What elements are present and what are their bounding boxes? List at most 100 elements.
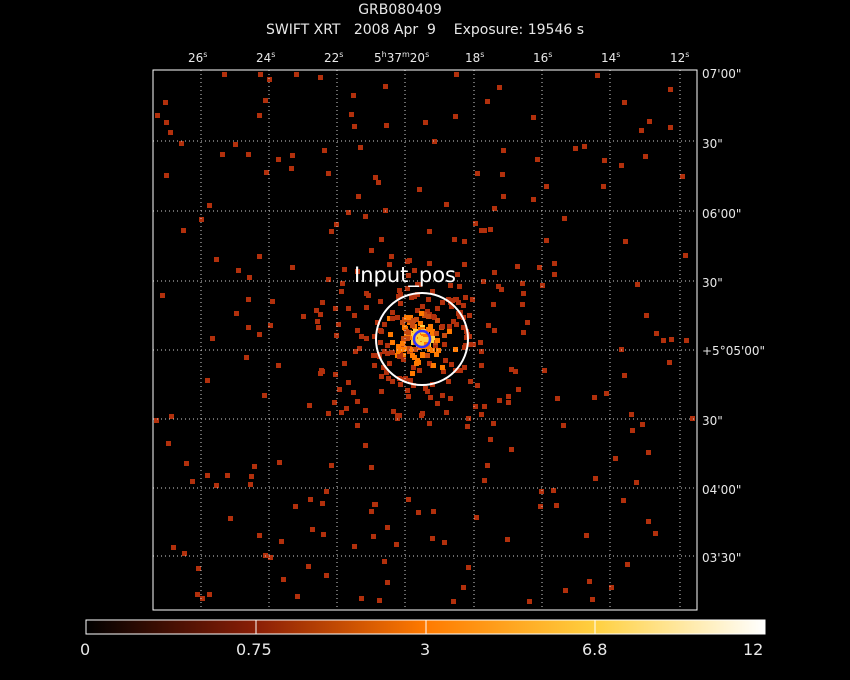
photon-pixel	[375, 320, 380, 325]
photon-pixel	[334, 222, 339, 227]
photon-pixel	[326, 277, 331, 282]
ra-tick-label: 22s	[324, 50, 343, 65]
photon-pixel	[479, 363, 484, 368]
photon-pixel	[411, 383, 416, 388]
photon-pixel	[426, 327, 431, 332]
photon-pixel	[454, 72, 459, 77]
photon-pixel	[407, 346, 412, 351]
photon-pixel	[364, 336, 369, 341]
photon-pixel	[497, 85, 502, 90]
photon-pixel	[415, 332, 420, 337]
source-region-circle[interactable]	[375, 292, 469, 386]
photon-pixel	[258, 72, 263, 77]
photon-pixel	[410, 353, 415, 358]
photon-pixel	[385, 343, 390, 348]
photon-pixel	[640, 422, 645, 427]
photon-pixel	[385, 351, 390, 356]
ra-tick-label-main: 5h37m20s	[374, 50, 429, 65]
photon-pixel	[501, 148, 506, 153]
photon-pixel	[406, 273, 411, 278]
photon-pixel	[444, 202, 449, 207]
photon-pixel	[535, 157, 540, 162]
photon-pixel	[290, 153, 295, 158]
photon-pixel	[406, 394, 411, 399]
photon-pixel	[307, 403, 312, 408]
photon-pixel	[654, 331, 659, 336]
plot-frame	[152, 69, 698, 611]
photon-pixel	[619, 163, 624, 168]
photon-pixel	[669, 337, 674, 342]
photon-pixel	[462, 365, 467, 370]
photon-pixel	[387, 262, 392, 267]
photon-pixel	[321, 532, 326, 537]
photon-pixel	[668, 125, 673, 130]
photon-pixel	[436, 348, 441, 353]
photon-pixel	[429, 338, 434, 343]
photon-pixel	[196, 566, 201, 571]
photon-pixel	[369, 465, 374, 470]
dec-tick-label: 06'00"	[702, 207, 741, 221]
photon-pixel	[404, 333, 409, 338]
photon-pixel	[306, 564, 311, 569]
photon-pixel	[244, 355, 249, 360]
photon-pixel	[376, 180, 381, 185]
photon-pixel	[257, 332, 262, 337]
photon-pixel	[453, 114, 458, 119]
photon-pixel	[629, 412, 634, 417]
photon-pixel	[247, 275, 252, 280]
photon-pixel	[496, 284, 501, 289]
photon-pixel	[405, 286, 410, 291]
photon-pixel	[369, 248, 374, 253]
photon-pixel	[195, 592, 200, 597]
photon-pixel	[404, 315, 409, 320]
photon-pixel	[537, 265, 542, 270]
photon-pixel	[373, 502, 378, 507]
photon-pixel	[369, 509, 374, 514]
photon-pixel	[276, 157, 281, 162]
photon-pixel	[413, 347, 418, 352]
photon-pixel	[527, 599, 532, 604]
photon-pixel	[394, 542, 399, 547]
photon-pixel	[601, 184, 606, 189]
photon-pixel	[414, 361, 419, 366]
photon-pixel	[214, 483, 219, 488]
photon-pixel	[442, 540, 447, 545]
photon-pixel	[465, 424, 470, 429]
photon-pixel	[355, 399, 360, 404]
observation-subtitle: SWIFT XRT 2008 Apr 9 Exposure: 19546 s	[265, 22, 585, 38]
photon-pixel	[462, 262, 467, 267]
photon-pixel	[475, 383, 480, 388]
photon-pixel	[684, 338, 689, 343]
photon-pixel	[281, 577, 286, 582]
photon-pixel	[468, 379, 473, 384]
colorbar-label: 0	[80, 640, 91, 659]
photon-pixel	[384, 123, 389, 128]
photon-pixel	[417, 187, 422, 192]
photon-pixel	[422, 312, 427, 317]
photon-pixel	[396, 348, 401, 353]
photon-pixel	[340, 281, 345, 286]
photon-pixel	[478, 340, 483, 345]
colorbar-label: 3	[420, 640, 431, 659]
photon-pixel	[428, 324, 433, 329]
photon-pixel	[552, 272, 557, 277]
photon-pixel	[561, 423, 566, 428]
photon-pixel	[372, 334, 377, 339]
photon-pixel	[164, 120, 169, 125]
photon-pixel	[457, 284, 462, 289]
dec-tick-label: 30"	[702, 276, 723, 290]
photon-pixel	[420, 353, 425, 358]
photon-pixel	[322, 148, 327, 153]
photon-pixel	[379, 389, 384, 394]
photon-pixel	[643, 154, 648, 159]
photon-pixel	[531, 197, 536, 202]
colorbar-label: 12	[743, 640, 764, 659]
photon-pixel	[452, 237, 457, 242]
photon-pixel	[390, 350, 395, 355]
photon-pixel	[446, 379, 451, 384]
photon-pixel	[425, 309, 430, 314]
photon-pixel	[423, 120, 428, 125]
photon-pixel	[635, 282, 640, 287]
photon-pixel	[446, 297, 451, 302]
photon-pixel	[207, 592, 212, 597]
